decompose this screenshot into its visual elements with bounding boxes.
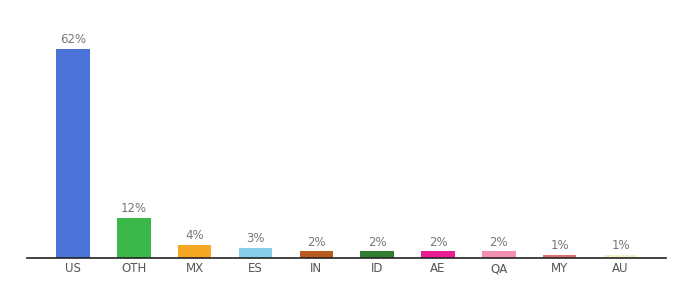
Text: 4%: 4% [186,229,204,242]
Text: 2%: 2% [368,236,386,248]
Bar [117,218,150,258]
Text: 12%: 12% [121,202,147,215]
Bar [360,251,394,258]
Text: 1%: 1% [611,239,630,252]
Bar [178,244,211,258]
Text: 2%: 2% [429,236,447,248]
Text: 3%: 3% [246,232,265,245]
Text: 1%: 1% [550,239,569,252]
Text: 2%: 2% [307,236,326,248]
Bar [422,251,455,258]
Bar [300,251,333,258]
Bar [239,248,272,258]
Bar [482,251,515,258]
Bar [543,255,577,258]
Bar [604,255,637,258]
Text: 62%: 62% [60,33,86,46]
Text: 2%: 2% [490,236,508,248]
Bar [56,49,90,258]
